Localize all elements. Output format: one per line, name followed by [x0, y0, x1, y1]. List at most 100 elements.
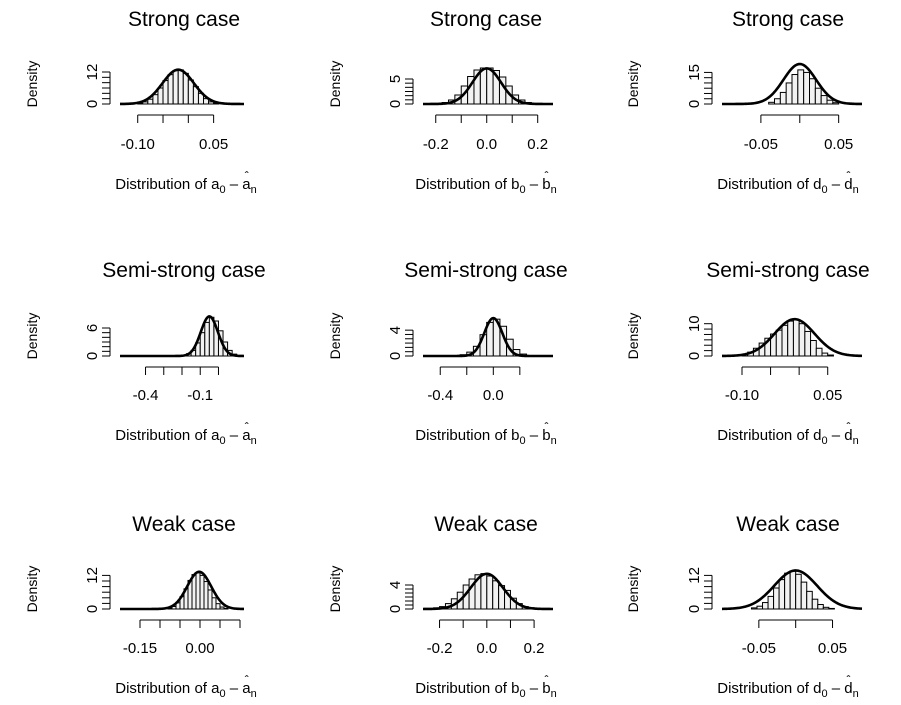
- histogram-bar: [814, 87, 822, 105]
- histogram-bar: [162, 80, 169, 105]
- histogram-bar: [828, 607, 835, 610]
- histogram-bar: [791, 74, 799, 105]
- histogram-bar: [172, 70, 179, 105]
- x-label-part: Distribution of: [415, 427, 511, 444]
- x-label-part: a: [211, 176, 220, 193]
- y-axis-label: Density: [625, 313, 641, 360]
- histogram-bar: [781, 324, 789, 357]
- panel-title: Strong case: [430, 8, 542, 31]
- x-label-part: –: [526, 427, 543, 444]
- x-label-part: a: [211, 427, 220, 444]
- y-axis: 06: [84, 324, 111, 360]
- histogram-bar: [756, 605, 764, 610]
- x-label-part: –: [828, 176, 845, 193]
- histogram-bar: [207, 589, 213, 610]
- panel-title: Semi-strong case: [404, 259, 567, 282]
- density-curve: [422, 316, 554, 358]
- histogram-bar: [821, 352, 829, 357]
- x-axis: -0.2 0.0 0.2: [423, 114, 548, 153]
- panel-9: Weak case -0.05 0.05 0 12 Density Distribution…: [625, 513, 863, 700]
- x-label-part: Distribution of: [115, 427, 211, 444]
- x-tick-label: -0.2: [423, 136, 449, 153]
- panel-5: Semi-strong case-0.4 0.004DensityDistribu…: [327, 259, 568, 447]
- x-label-part: a: [242, 427, 251, 444]
- x-label-part: n: [251, 688, 257, 700]
- x-label-part: 0: [519, 688, 525, 700]
- x-tick-label: 0.0: [476, 136, 497, 153]
- histogram-bar: [797, 69, 805, 105]
- x-tick-label: 0.05: [813, 387, 842, 404]
- y-axis-label: Density: [327, 313, 343, 360]
- x-label-part: Distribution of: [115, 176, 211, 193]
- x-label-part: n: [551, 435, 557, 447]
- density-curve: [422, 67, 554, 106]
- y-tick-label: 0: [387, 605, 404, 613]
- panel-title: Semi-strong case: [706, 259, 869, 282]
- x-tick-label: -0.15: [123, 640, 157, 657]
- y-axis-label: Density: [625, 61, 641, 108]
- histogram-bar: [785, 82, 793, 105]
- x-tick-label: -0.10: [725, 387, 759, 404]
- histogram-bar: [817, 604, 824, 610]
- x-label-part: d: [813, 427, 821, 444]
- x-label-part: d: [844, 176, 852, 193]
- panel-1: Strong case -0.10 0.05 0 12 Density Distributi…: [24, 8, 257, 196]
- histogram-bar: [167, 74, 174, 105]
- x-label-part: –: [526, 680, 543, 697]
- histogram-bar: [147, 98, 154, 105]
- x-label-part: d: [844, 680, 852, 697]
- x-label-part: Distribution of: [717, 176, 813, 193]
- x-label-part: n: [251, 184, 257, 196]
- histogram-bar: [157, 87, 164, 105]
- x-axis: -0.05 0.05: [742, 619, 847, 657]
- y-axis-label: Density: [24, 313, 40, 360]
- panel-title: Weak case: [736, 513, 840, 536]
- y-tick-label: 0: [387, 100, 404, 108]
- y-tick-label: 0: [686, 100, 703, 108]
- hat-mark: ˆ: [544, 673, 548, 687]
- x-axis-label: Distribution of b0 – bn: [415, 680, 557, 700]
- x-tick-label: 0.2: [527, 136, 548, 153]
- x-tick-label: -0.4: [427, 387, 453, 404]
- y-axis-label: Density: [327, 566, 343, 613]
- y-tick-label: 0: [84, 605, 101, 613]
- y-tick-label: 5: [387, 75, 404, 83]
- x-label-part: –: [226, 427, 243, 444]
- y-axis-label: Density: [625, 566, 641, 613]
- x-label-part: d: [813, 176, 821, 193]
- x-axis-label: Distribution of b0 – bn: [415, 176, 557, 196]
- x-label-part: 0: [219, 688, 225, 700]
- x-axis: -0.4 -0.1: [133, 366, 219, 404]
- histogram-bar: [492, 580, 500, 610]
- histogram-bar: [750, 607, 758, 610]
- histogram-bar: [811, 598, 819, 610]
- x-label-part: d: [844, 427, 852, 444]
- density-curve: [721, 569, 863, 611]
- histogram-bar: [826, 99, 834, 105]
- y-tick-label: 0: [686, 605, 703, 613]
- density-curve: [119, 68, 245, 106]
- density-curve: [422, 572, 554, 611]
- x-axis-label: Distribution of d0 – dn: [717, 176, 859, 196]
- x-label-part: a: [211, 680, 220, 697]
- histogram-bar: [203, 98, 210, 105]
- x-tick-label: -0.10: [121, 136, 155, 153]
- x-label-part: –: [226, 680, 243, 697]
- histogram-bar: [199, 332, 206, 357]
- x-label-part: 0: [219, 184, 225, 196]
- x-tick-label: 0.05: [818, 640, 847, 657]
- histogram-bar: [773, 587, 780, 610]
- x-label-part: Distribution of: [115, 680, 211, 697]
- x-tick-label: 0.05: [199, 136, 228, 153]
- panel-3: Strong case -0.05 0.05 0 15 Density Distributi…: [625, 8, 863, 196]
- hat-mark: ˆ: [846, 169, 850, 183]
- x-label-part: Distribution of: [717, 680, 813, 697]
- panel-title: Weak case: [434, 513, 538, 536]
- histogram-bar: [815, 347, 823, 357]
- histogram-bar: [191, 574, 197, 610]
- y-tick-label: 12: [686, 567, 703, 584]
- x-label-part: a: [242, 176, 251, 193]
- histogram-bar: [152, 94, 159, 105]
- panel-title: Strong case: [732, 8, 844, 31]
